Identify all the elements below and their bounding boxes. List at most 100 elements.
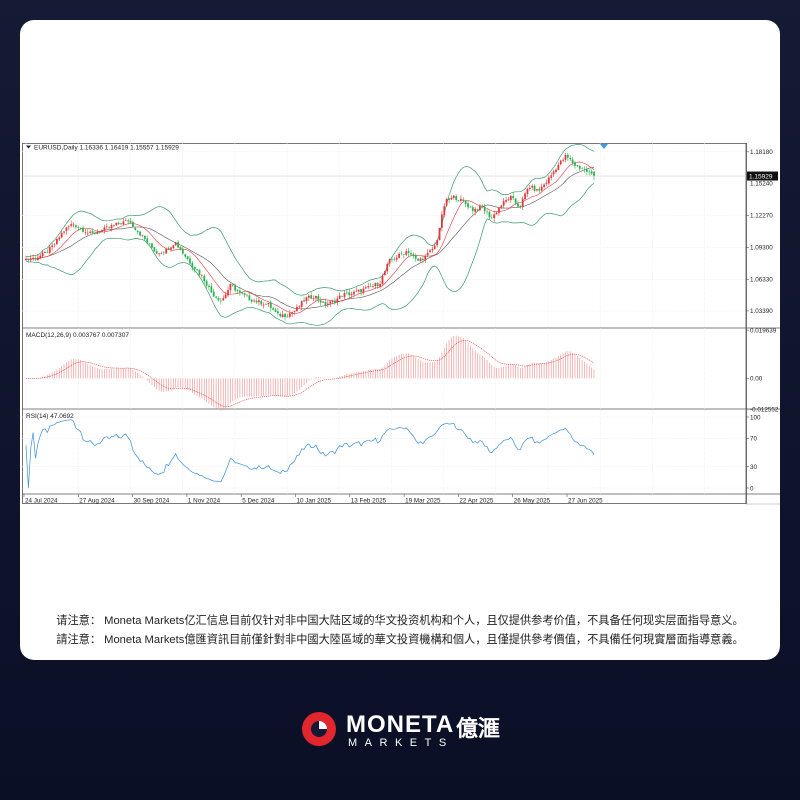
dropdown-arrow-icon (26, 145, 31, 149)
candle-body (452, 195, 455, 198)
candle-body (319, 300, 322, 303)
price-tick-label: 1.12270 (750, 213, 773, 220)
candle-body (357, 289, 360, 292)
x-tick-label: 30 Sep 2024 (134, 498, 170, 505)
candle-body (89, 231, 92, 233)
candle-body (51, 245, 54, 247)
candle-body (291, 312, 294, 314)
candle-body (86, 232, 89, 234)
bollinger-lower-band (25, 183, 595, 326)
candle-body (315, 295, 317, 299)
candle-body (158, 253, 160, 255)
candle-body (29, 258, 32, 261)
candle-body (445, 199, 448, 206)
candle-body (400, 253, 403, 255)
candle-body (53, 244, 56, 246)
candle-body (424, 255, 427, 261)
candle-body (369, 286, 372, 288)
candle-body (509, 195, 512, 201)
candle-body (367, 286, 370, 288)
candle-body (336, 298, 339, 303)
rsi-tick-label: 0 (750, 485, 754, 492)
price-tick-label: 1.18180 (750, 149, 773, 156)
candle-body (588, 171, 591, 173)
candle-body (305, 297, 308, 302)
candle-body (585, 169, 588, 172)
candle-body (562, 159, 565, 161)
candle-body (67, 226, 70, 228)
candle-body (495, 212, 498, 215)
candle-body (215, 296, 218, 298)
price-tick-label: 1.09300 (750, 245, 773, 252)
candle-body (536, 189, 538, 191)
candle-body (310, 295, 313, 299)
candle-body (279, 313, 282, 317)
candle-body (58, 237, 61, 240)
price-header: EURUSD,Daily 1.16336 1.16419 1.15557 1.1… (34, 145, 179, 152)
candle-body (578, 166, 581, 169)
logo-name: MONETA (346, 711, 455, 738)
candle-body (203, 276, 206, 282)
candle-body (60, 232, 63, 238)
x-tick-label: 1 Nov 2024 (188, 498, 221, 505)
candle-body (486, 211, 488, 213)
candle-body (462, 199, 465, 201)
candle-body (531, 185, 534, 188)
candle-body (414, 255, 417, 259)
candle-body (376, 283, 379, 286)
candle-body (27, 259, 30, 261)
candle-body (557, 164, 560, 170)
candle-body (412, 254, 415, 257)
candle-body (326, 303, 329, 305)
candle-body (193, 266, 196, 270)
candle-body (386, 264, 389, 272)
candle-body (483, 207, 486, 212)
candle-body (217, 298, 220, 301)
candle-body (517, 203, 519, 207)
candle-body (550, 175, 553, 178)
macd-header: MACD(12,26,9) 0.003767 0.007307 (26, 332, 129, 339)
candle-body (25, 258, 27, 260)
candle-body (32, 257, 35, 259)
candle-body (443, 206, 446, 216)
candle-body (153, 247, 156, 252)
candle-body (303, 300, 305, 302)
candle-body (433, 245, 436, 249)
candle-body (108, 227, 111, 228)
candle-body (184, 254, 187, 257)
candle-body (505, 199, 507, 202)
candle-body (34, 257, 37, 260)
macd-tick-label: -0.012552 (750, 406, 779, 413)
candle-body (360, 289, 362, 293)
candle-body (405, 251, 408, 255)
candle-body (455, 196, 458, 200)
candle-body (143, 235, 146, 240)
candle-body (526, 188, 529, 194)
candle-body (82, 227, 84, 232)
disclaimer-simplified: 请注意： Moneta Markets亿汇信息目前仅针对非中国大陆区域的华文投资… (56, 615, 744, 627)
candle-body (241, 292, 244, 294)
candle-body (355, 290, 358, 292)
candle-body (555, 169, 557, 172)
candle-body (469, 206, 472, 208)
candle-body (543, 184, 545, 188)
candle-body (467, 203, 469, 208)
logo-cjk: 億滙 (456, 716, 501, 741)
candle-body (471, 207, 474, 211)
x-tick-label: 13 Feb 2025 (351, 498, 387, 505)
x-tick-label: 26 May 2025 (514, 498, 551, 505)
candle-body (429, 250, 431, 253)
shift-arrow-icon (600, 144, 608, 149)
candle-body (132, 222, 134, 228)
candle-body (250, 299, 253, 302)
candle-body (528, 187, 531, 189)
price-hidden-label: 1.15240 (750, 181, 773, 188)
x-tick-label: 10 Jan 2025 (297, 498, 332, 505)
candle-body (426, 252, 429, 256)
candle-body (122, 221, 125, 225)
candle-body (502, 201, 505, 206)
candle-body (322, 301, 324, 303)
candle-body (524, 193, 526, 200)
candle-body (547, 177, 550, 184)
candle-body (288, 313, 291, 317)
